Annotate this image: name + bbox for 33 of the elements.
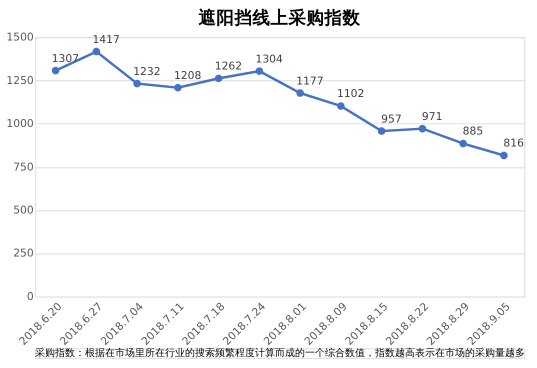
text: 采购指数：根据在市场里所在行业的搜索频繁程度计算而成的一个综合数值，指数越高表示在市场的采购量越多 — [35, 347, 526, 360]
data-label: 957 — [381, 112, 402, 126]
point — [418, 124, 426, 132]
chart-title: 遮阳挡线上采购指数 — [198, 8, 362, 29]
y-tick-label: 750 — [13, 160, 34, 174]
y-tick-label: 250 — [13, 246, 34, 260]
point — [296, 89, 304, 97]
point — [52, 66, 60, 74]
data-label: 1232 — [133, 64, 161, 78]
data-label: 885 — [462, 124, 484, 138]
point — [337, 102, 345, 110]
y-tick-label: 1250 — [6, 74, 34, 87]
data-label: 1262 — [214, 60, 242, 73]
point — [92, 48, 100, 56]
data-label: 816 — [503, 136, 524, 150]
y-tick-label: 1000 — [6, 117, 34, 130]
point — [256, 67, 264, 75]
data-label: 1102 — [336, 87, 364, 100]
point — [459, 140, 467, 148]
y-tick-label: 0 — [26, 290, 34, 303]
data-label: 971 — [422, 110, 442, 123]
data-label: 1177 — [296, 74, 324, 88]
y-tick-label: 500 — [13, 203, 34, 216]
data-label: 1208 — [174, 68, 202, 82]
point — [500, 152, 508, 160]
data-label: 1417 — [92, 32, 120, 46]
data-label: 1307 — [52, 52, 80, 65]
point — [174, 84, 182, 92]
data-label: 1304 — [255, 52, 283, 66]
point — [133, 80, 141, 88]
y-tick-label: 1500 — [6, 30, 34, 44]
point — [378, 127, 386, 135]
point — [214, 74, 222, 82]
